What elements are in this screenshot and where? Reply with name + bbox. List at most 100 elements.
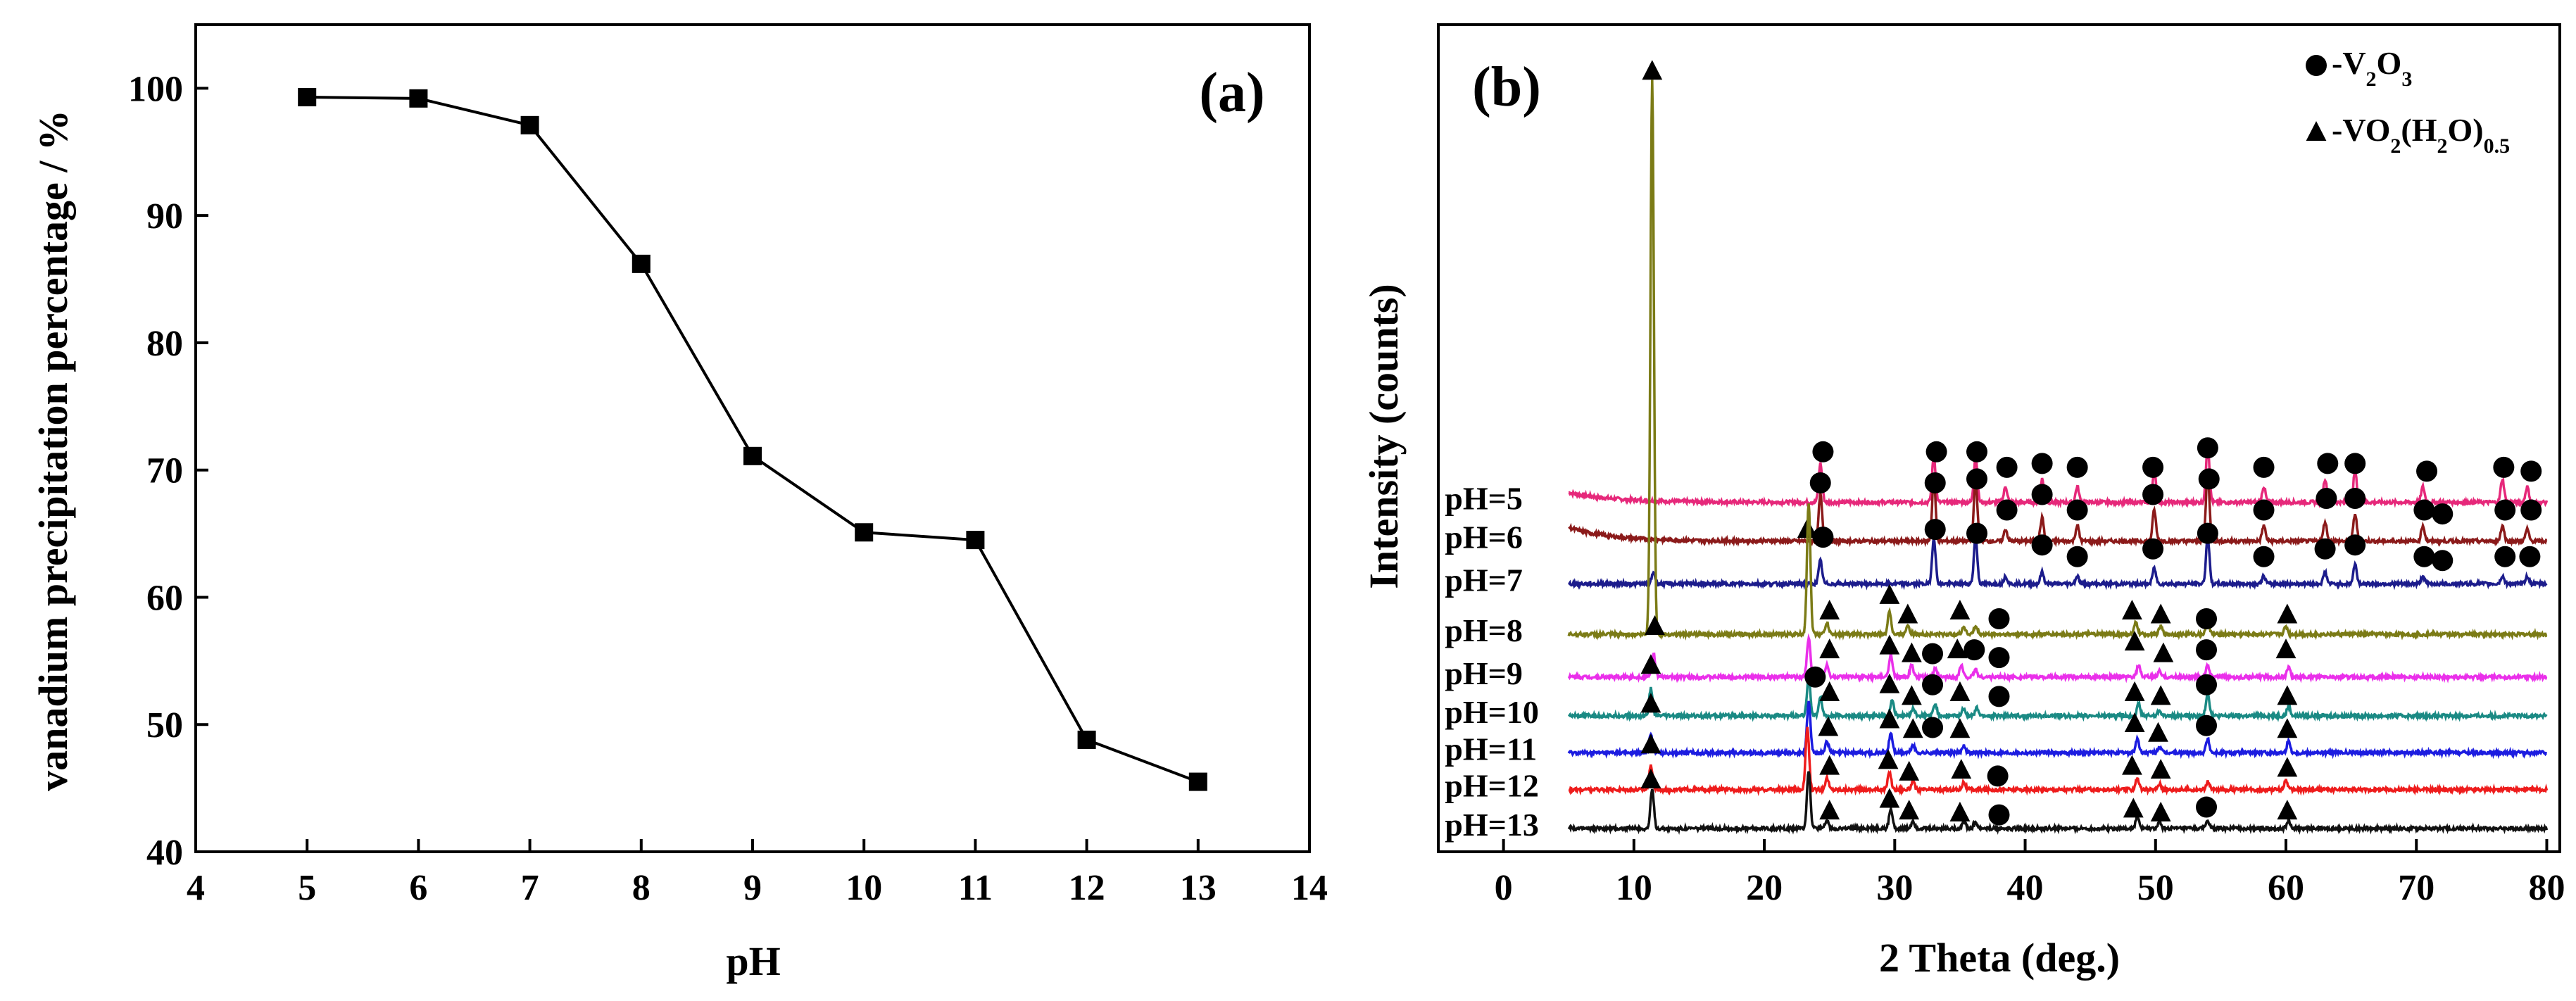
vo2-h2o-peak-marker	[2277, 800, 2298, 820]
panel-a-y-tick-label: 80	[146, 324, 183, 364]
v2o3-peak-marker	[2066, 456, 2088, 478]
v2o3-peak-marker	[1988, 804, 2010, 826]
vo2-h2o-peak-marker	[2277, 718, 2298, 738]
panel-a-x-tick-label: 9	[743, 868, 762, 908]
vo2-h2o-peak-marker	[1897, 603, 1918, 624]
vo2-h2o-peak-marker	[1819, 638, 1840, 659]
v2o3-peak-marker	[2494, 546, 2516, 567]
vo2-h2o-peak-marker	[1640, 734, 1661, 754]
panel-b-x-tick-label: 20	[1746, 868, 1783, 908]
v2o3-peak-marker	[2344, 488, 2366, 510]
vo2-h2o-peak-marker	[1951, 759, 1972, 779]
vo2-h2o-peak-marker	[1640, 693, 1661, 713]
panel-a-ticks: 4 5 6 7 8 9 10 11 12 13 14 40 50 60 70 80 90 100	[128, 69, 1328, 908]
series-label: pH=12	[1445, 768, 1539, 804]
v2o3-peak-marker	[2196, 639, 2218, 661]
vo2-h2o-peak-marker	[1878, 749, 1899, 769]
panel-a-data-point	[966, 531, 985, 550]
panel-b-x-axis-title: 2 Theta (deg.)	[1879, 935, 2120, 981]
v2o3-peak-marker	[2031, 484, 2053, 505]
panel-a-x-tick-label: 6	[409, 868, 427, 908]
vo2-h2o-peak-marker	[1899, 760, 1920, 781]
panel-a-chart: (a) pH vanadium precipitation percentage…	[30, 23, 1328, 984]
series-label: pH=5	[1445, 481, 1523, 517]
v2o3-peak-marker	[2066, 546, 2088, 567]
panel-b-y-axis-title: Intensity (counts)	[1361, 284, 1407, 588]
panel-b-label: (b)	[1472, 56, 1541, 118]
v2o3-peak-marker	[2066, 499, 2088, 521]
xrd-pattern-pH-7	[1567, 535, 2548, 591]
v2o3-peak-marker	[2198, 468, 2220, 490]
vo2-h2o-peak-marker	[1642, 60, 1663, 80]
v2o3-peak-marker	[2519, 546, 2541, 567]
v2o3-peak-marker	[1996, 456, 2018, 478]
panel-b-ticks: 0 10 20 30 40 50 60 70 80	[1495, 839, 2565, 908]
panel-a-x-tick-label: 5	[298, 868, 316, 908]
legend-text-part: (H	[2401, 112, 2437, 148]
panel-b-chart: (b) 2 Theta (deg.) Intensity (counts) 0 1…	[1361, 23, 2565, 981]
vo2-h2o-peak-marker	[1947, 638, 1968, 659]
vo2-h2o-peak-marker	[2124, 631, 2145, 651]
panel-b-x-tick-label: 10	[1616, 868, 1652, 908]
v2o3-peak-marker	[2196, 608, 2218, 630]
vo2-h2o-peak-marker	[2275, 638, 2297, 659]
panel-a-x-tick-label: 7	[521, 868, 539, 908]
vo2-h2o-peak-marker	[2150, 759, 2171, 779]
vo2-h2o-peak-marker	[1949, 599, 1971, 619]
vo2-h2o-peak-marker	[2123, 798, 2144, 818]
panel-a-x-axis-title: pH	[726, 938, 780, 984]
panel-a-data-point	[855, 523, 874, 542]
panel-a-x-tick-label: 11	[958, 868, 993, 908]
vo2-h2o-peak-marker	[1818, 716, 1839, 736]
vo2-h2o-peak-marker	[1645, 615, 1665, 636]
vo2-h2o-peak-marker	[1879, 634, 1900, 655]
v2o3-peak-marker	[2031, 453, 2053, 474]
vo2-h2o-peak-marker	[2150, 801, 2171, 821]
panel-a-y-tick-label: 100	[128, 69, 183, 109]
vo2-h2o-peak-marker	[2277, 757, 2298, 777]
panel-a-data-point	[520, 115, 539, 134]
vo2-h2o-peak-marker	[1640, 768, 1661, 788]
panel-b-x-tick-label: 30	[1876, 868, 1913, 908]
panel-a-x-tick-label: 12	[1069, 868, 1105, 908]
panel-a-y-tick-label: 70	[146, 451, 183, 491]
xrd-pattern-pH-5	[1568, 445, 2549, 509]
vo2-h2o-peak-marker	[2150, 685, 2171, 705]
v2o3-peak-marker	[1924, 519, 1946, 541]
panel-a-x-tick-label: 8	[632, 868, 651, 908]
series-label: pH=11	[1445, 731, 1537, 767]
panel-a-y-axis-title: vanadium precipitation percentage / %	[30, 110, 76, 791]
panel-b-x-tick-label: 60	[2268, 868, 2304, 908]
v2o3-peak-marker	[1964, 639, 1985, 661]
legend-subscript: 0.5	[2484, 134, 2511, 158]
xrd-pattern-pH-8	[1567, 80, 2548, 641]
v2o3-peak-marker	[1924, 472, 1946, 493]
panel-a-x-tick-label: 14	[1291, 868, 1328, 908]
v2o3-peak-marker	[2520, 499, 2542, 521]
panel-a-y-tick-label: 90	[146, 196, 183, 237]
vo2-h2o-peak-marker	[1949, 681, 1971, 701]
panel-a-data-point	[298, 88, 317, 107]
vo2-h2o-peak-marker	[1949, 718, 1971, 738]
v2o3-peak-marker	[1996, 499, 2018, 521]
panel-a-x-tick-label: 10	[846, 868, 882, 908]
series-label: pH=10	[1445, 694, 1539, 730]
panel-a-data-point	[1077, 730, 1096, 749]
v2o3-peak-marker	[2196, 796, 2218, 818]
xrd-pattern-pH-9	[1567, 633, 2548, 684]
vo2-h2o-peak-marker	[1819, 755, 1840, 775]
legend-entry-label: -V2O3	[2332, 45, 2412, 91]
v2o3-peak-marker	[2142, 538, 2164, 560]
panel-b-x-tick-label: 70	[2398, 868, 2434, 908]
panel-a-series	[298, 88, 1207, 791]
v2o3-peak-marker	[1809, 472, 1831, 493]
vo2-h2o-peak-marker	[2122, 599, 2142, 619]
legend-subscript: 2	[2390, 134, 2401, 158]
series-label: pH=9	[1445, 655, 1523, 691]
panel-b-legend: -V2O3-VO2(H2O)0.5	[2306, 45, 2510, 158]
v2o3-peak-marker	[2493, 456, 2515, 478]
vo2-h2o-peak-marker	[2277, 603, 2298, 624]
xrd-pattern-pH-12	[1568, 726, 2549, 797]
panel-a-data-point	[632, 254, 651, 273]
panel-a-y-tick-label: 40	[146, 833, 183, 873]
